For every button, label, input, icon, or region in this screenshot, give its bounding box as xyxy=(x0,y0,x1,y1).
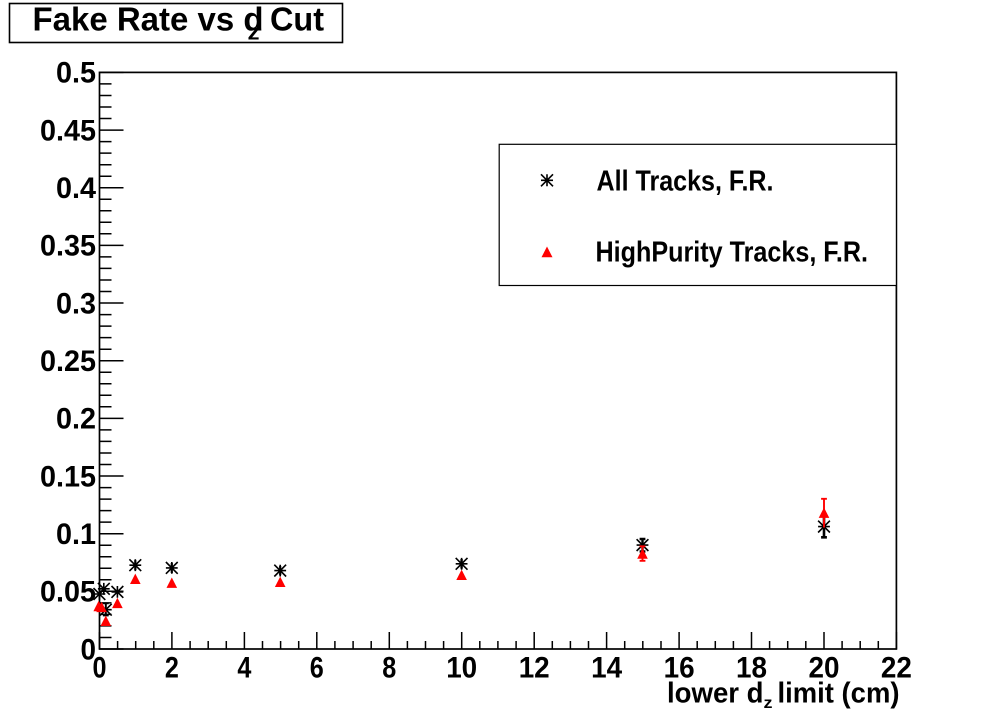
svg-text:0.45: 0.45 xyxy=(40,114,96,147)
svg-text:z: z xyxy=(248,22,260,45)
svg-text:z: z xyxy=(764,695,773,712)
svg-text:4: 4 xyxy=(237,652,251,685)
svg-text:All Tracks, F.R.: All Tracks, F.R. xyxy=(597,166,774,198)
svg-text:22: 22 xyxy=(881,652,912,685)
svg-text:Cut: Cut xyxy=(270,1,324,38)
svg-text:lower d: lower d xyxy=(667,678,764,710)
svg-text:0.5: 0.5 xyxy=(56,57,96,90)
svg-text:20: 20 xyxy=(809,652,840,685)
svg-text:limit (cm): limit (cm) xyxy=(778,678,900,710)
svg-text:18: 18 xyxy=(736,652,767,685)
svg-text:Fake Rate vs d: Fake Rate vs d xyxy=(33,1,264,38)
svg-text:0.05: 0.05 xyxy=(40,576,96,609)
svg-text:0.2: 0.2 xyxy=(56,403,96,436)
svg-text:0.25: 0.25 xyxy=(40,345,96,378)
svg-text:14: 14 xyxy=(591,652,622,685)
svg-text:HighPurity Tracks, F.R.: HighPurity Tracks, F.R. xyxy=(596,237,869,269)
svg-text:0: 0 xyxy=(93,652,107,685)
svg-text:0.1: 0.1 xyxy=(56,518,96,551)
svg-text:6: 6 xyxy=(310,652,324,685)
svg-text:16: 16 xyxy=(664,652,695,685)
svg-text:0.4: 0.4 xyxy=(56,172,96,205)
svg-text:2: 2 xyxy=(165,652,179,685)
svg-text:10: 10 xyxy=(446,652,477,685)
svg-text:0.15: 0.15 xyxy=(40,460,96,493)
svg-text:8: 8 xyxy=(382,652,396,685)
svg-text:0.35: 0.35 xyxy=(40,230,96,263)
svg-text:0.3: 0.3 xyxy=(56,287,96,320)
svg-text:0: 0 xyxy=(81,633,97,666)
svg-text:12: 12 xyxy=(519,652,550,685)
